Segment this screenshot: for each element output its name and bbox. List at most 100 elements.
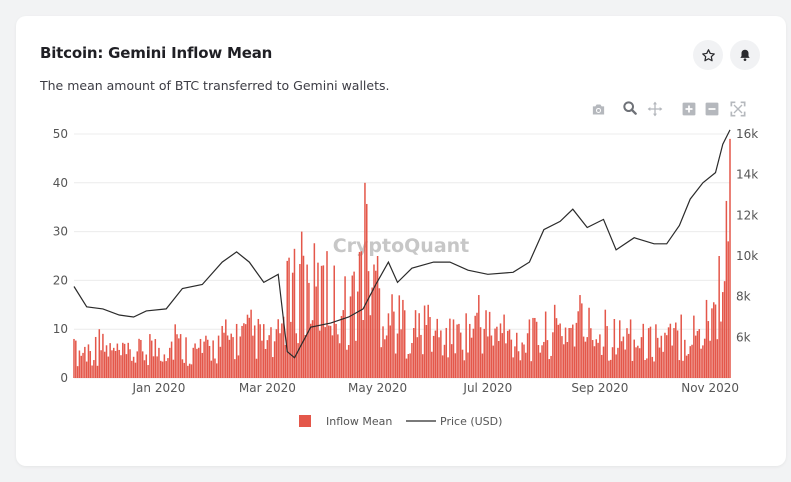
inflow-bar xyxy=(94,336,97,378)
favorite-button[interactable] xyxy=(693,40,723,70)
inflow-bar xyxy=(539,352,542,378)
inflow-bar xyxy=(282,316,285,378)
inflow-bar xyxy=(322,265,325,378)
inflow-bar xyxy=(725,200,728,378)
y-left-tick-label: 0 xyxy=(60,371,68,385)
inflow-bar xyxy=(559,323,561,378)
inflow-bar xyxy=(620,341,623,378)
inflow-bar xyxy=(122,342,124,378)
inflow-bar xyxy=(561,336,563,378)
inflow-bar xyxy=(665,335,668,378)
inflow-bar xyxy=(555,318,558,378)
inflow-bar xyxy=(102,333,104,378)
download-plot-button[interactable] xyxy=(590,101,606,117)
inflow-bar xyxy=(711,308,713,378)
inflow-bar xyxy=(553,304,556,378)
inflow-bar xyxy=(423,305,426,378)
x-tick-label: Jul 2020 xyxy=(462,381,512,395)
inflow-bar xyxy=(132,356,135,378)
inflow-bar xyxy=(506,330,509,378)
inflow-bar xyxy=(295,333,298,378)
alert-button[interactable] xyxy=(730,40,760,70)
legend[interactable]: Inflow Mean Price (USD) xyxy=(299,415,502,428)
inflow-bar xyxy=(248,317,251,378)
chart-subtitle: The mean amount of BTC transferred to Ge… xyxy=(40,78,390,93)
autoscale-button[interactable] xyxy=(730,101,746,117)
inflow-bar xyxy=(141,351,144,378)
inflow-bar xyxy=(505,343,507,378)
inflow-bar xyxy=(637,345,639,378)
zoom-out-button[interactable] xyxy=(704,101,720,117)
inflow-bar xyxy=(447,357,449,378)
inflow-bar xyxy=(490,335,493,378)
inflow-bar xyxy=(550,355,552,378)
inflow-bar xyxy=(651,356,654,378)
inflow-bar xyxy=(611,347,614,378)
inflow-bar xyxy=(262,324,265,378)
inflow-bar xyxy=(454,353,457,378)
y-left-tick-label: 40 xyxy=(53,176,68,190)
pan-button[interactable] xyxy=(647,101,663,117)
inflow-bar xyxy=(676,330,679,378)
inflow-bar xyxy=(129,349,131,378)
inflow-bar xyxy=(673,328,675,378)
inflow-bar xyxy=(546,340,549,378)
inflow-bar xyxy=(405,358,408,378)
inflow-bar xyxy=(185,337,187,378)
y-left-tick-label: 50 xyxy=(53,127,68,141)
inflow-bar xyxy=(216,363,218,378)
inflow-bar xyxy=(371,287,373,378)
inflow-bar xyxy=(461,349,464,378)
inflow-bar xyxy=(414,310,417,378)
inflow-bar xyxy=(150,340,153,378)
inflow-bar xyxy=(517,351,520,378)
inflow-bar xyxy=(147,365,149,378)
inflow-bar xyxy=(514,346,516,378)
left-axis: 0 10 20 30 40 50 xyxy=(53,127,68,385)
inflow-bar xyxy=(416,337,419,378)
inflow-bar xyxy=(304,335,307,378)
inflow-bar xyxy=(438,337,440,378)
zoom-button[interactable] xyxy=(622,100,638,116)
inflow-bar xyxy=(655,324,657,378)
inflow-bar xyxy=(684,339,686,378)
inflow-bar xyxy=(700,348,702,378)
inflow-bar xyxy=(573,346,576,378)
inflow-bar xyxy=(532,317,534,378)
inflow-bar xyxy=(84,346,86,378)
inflow-bar xyxy=(662,351,664,378)
inflow-bar xyxy=(714,304,717,378)
inflow-bar xyxy=(243,323,245,378)
y-right-tick-label: 10k xyxy=(736,249,758,263)
inflow-bar xyxy=(452,319,455,378)
inflow-bar xyxy=(445,327,448,378)
inflow-bar xyxy=(615,354,617,378)
inflow-bar xyxy=(456,324,458,378)
inflow-bar xyxy=(299,264,301,378)
zoom-in-button[interactable] xyxy=(681,101,697,117)
inflow-bar xyxy=(597,342,599,378)
inflow-bar xyxy=(519,360,522,378)
inflow-bar xyxy=(270,327,272,378)
inflow-bar xyxy=(579,295,581,378)
price-line-group xyxy=(73,129,731,359)
inflow-price-chart[interactable]: CryptoQuant 0 10 20 30 40 50 6k 8k 10k 12k 14k 16k… xyxy=(16,16,786,466)
inflow-bar xyxy=(313,243,316,378)
inflow-bar xyxy=(329,325,332,378)
inflow-bar xyxy=(360,251,363,378)
inflow-bar xyxy=(172,359,175,378)
inflow-bar xyxy=(537,345,540,378)
inflow-bar xyxy=(722,292,724,378)
inflow-bar xyxy=(530,361,532,378)
inflow-bar xyxy=(174,324,176,378)
inflow-bar xyxy=(219,346,222,378)
inflow-bar xyxy=(541,345,543,378)
inflow-bar xyxy=(649,326,652,378)
inflow-bar xyxy=(315,286,317,378)
inflow-bar xyxy=(100,350,102,378)
inflow-bar xyxy=(586,337,588,378)
pan-icon xyxy=(647,101,663,117)
inflow-bar xyxy=(284,344,287,378)
inflow-bar xyxy=(494,328,496,378)
inflow-bar xyxy=(582,336,585,378)
